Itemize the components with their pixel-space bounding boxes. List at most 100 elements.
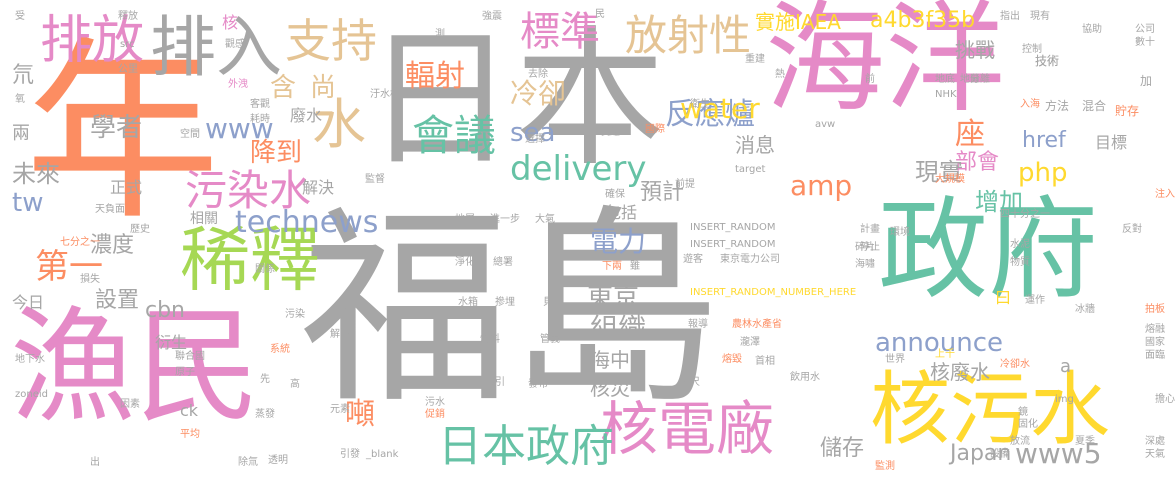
cloud-word: 瀧澤 (740, 337, 760, 348)
cloud-word: 貝 (543, 297, 553, 308)
cloud-word: 電力 (590, 225, 647, 258)
cloud-word: 方法 (1045, 99, 1070, 113)
cloud-word: 現實 (915, 158, 963, 186)
cloud-word: 降到 (250, 138, 303, 168)
cloud-word: 學者 (90, 113, 143, 143)
cloud-word: 先 (260, 374, 270, 385)
cloud-word: 相關 (190, 211, 218, 227)
cloud-word: 雖 (630, 261, 640, 272)
cloud-word: 污水 (425, 397, 445, 408)
cloud-word: 包括 (605, 203, 638, 222)
cloud-word: 解製 (330, 329, 350, 340)
cloud-word: php (1018, 158, 1068, 188)
cloud-word: 衛生 (690, 99, 710, 110)
cloud-word: 釋放 (118, 11, 138, 22)
cloud-word: 冷卻 (510, 77, 567, 110)
cloud-word: 測 (435, 29, 445, 40)
cloud-word: 目標 (1095, 133, 1128, 152)
cloud-word: 噸 (345, 397, 375, 432)
cloud-word: 消息 (735, 133, 775, 157)
cloud-word: INSERT_RANDOM (690, 222, 776, 233)
cloud-word: 組織 (590, 312, 647, 345)
cloud-word: sea (510, 118, 556, 148)
cloud-word: 管義 (540, 334, 560, 345)
cloud-word: 東京電力公司 (720, 254, 780, 265)
cloud-word: 強震 (482, 11, 502, 22)
cloud-word: 設置 (95, 288, 140, 313)
cloud-word: 停止 (860, 242, 880, 253)
cloud-word: 吸引 (485, 377, 505, 388)
cloud-word: www5 (1015, 437, 1102, 470)
cloud-word: 挑戰 (955, 38, 995, 62)
cloud-word: 熔毀 (722, 354, 742, 365)
cloud-word: 天氣 (1145, 449, 1165, 460)
cloud-word: target (735, 164, 766, 175)
cloud-word: 指出 (1000, 11, 1020, 22)
cloud-word: a4b3f35b (870, 8, 976, 33)
cloud-word: 入海 (1020, 99, 1040, 110)
cloud-word: 含 (270, 73, 297, 103)
cloud-word: 計畫 (860, 224, 880, 235)
cloud-word: announce (875, 328, 1004, 358)
cloud-word: 拍板 (1145, 304, 1165, 315)
cloud-word: a (1060, 356, 1072, 377)
cloud-word: INSERT_RANDOM (690, 239, 776, 250)
cloud-word: 地下水 (15, 354, 45, 365)
cloud-word: 衍生 (155, 333, 188, 352)
cloud-word: 氧 (15, 94, 25, 105)
cloud-word: 控制 (1022, 44, 1042, 55)
cloud-word: amp (790, 169, 853, 202)
cloud-word: 選擇 (525, 134, 545, 145)
cloud-word: zoneid (15, 389, 48, 400)
cloud-word: 世界 (885, 354, 905, 365)
cloud-word: 碎片 (855, 242, 875, 253)
cloud-word: 負面 (105, 204, 125, 215)
cloud-word: 實施IAEA (755, 10, 841, 34)
cloud-word: 因素 (120, 399, 140, 410)
cloud-word: 遊客 (683, 254, 703, 265)
cloud-word: 公尺 (680, 377, 700, 388)
cloud-word: 增加 (975, 188, 1023, 216)
cloud-word: 進一步 (490, 214, 520, 225)
cloud-word: 燃料 (480, 334, 500, 345)
cloud-word: 今日 (12, 293, 45, 312)
cloud-word: 耗時 (250, 114, 270, 125)
cloud-word: 現有 (1030, 11, 1050, 22)
cloud-word: 民 (595, 9, 605, 20)
cloud-word: delivery (510, 149, 647, 189)
cloud-word: 會議 (412, 111, 497, 160)
cloud-word: img (1055, 394, 1074, 405)
cloud-word: 日本 (365, 13, 666, 187)
cloud-word: 擔心 (1155, 394, 1175, 405)
cloud-word: 放流 (1010, 436, 1030, 447)
cloud-word: 監測 (875, 461, 895, 472)
cloud-word: 大規模 (935, 174, 965, 185)
cloud-word: 地底 (935, 74, 955, 85)
cloud-word: 引發 (340, 449, 360, 460)
cloud-word: 正式 (110, 178, 143, 197)
cloud-word: 促銷 (425, 409, 445, 420)
cloud-word: href (1022, 128, 1066, 153)
cloud-word: 前 (865, 74, 875, 85)
cloud-word: 受訪 (335, 307, 355, 318)
cloud-word: 東京 (587, 283, 640, 313)
cloud-word: 廢水 (290, 106, 323, 125)
cloud-word: 貯存 (1115, 104, 1140, 118)
cloud-word: 固化 (1018, 419, 1038, 430)
cloud-word: tw (12, 188, 44, 218)
cloud-word: 排入 (150, 9, 282, 86)
cloud-word: 設備 (990, 449, 1010, 460)
cloud-word: 政府 (878, 186, 1098, 314)
cloud-word: 蒸發 (255, 409, 275, 420)
cloud-word: 確保 (605, 189, 625, 200)
cloud-word: 海嘯 (855, 259, 875, 270)
cloud-word: 四十分之一 (1000, 209, 1050, 220)
cloud-word: avw (815, 119, 836, 130)
cloud-word: 輻射 (405, 59, 465, 94)
cloud-word: 報導 (688, 319, 708, 330)
cloud-word: 公里 (118, 64, 138, 75)
cloud-word: 冰牆 (1075, 304, 1095, 315)
cloud-word: 核污水 (870, 363, 1110, 456)
cloud-word: 混合 (1082, 99, 1107, 113)
cloud-word: 首相 (755, 356, 775, 367)
